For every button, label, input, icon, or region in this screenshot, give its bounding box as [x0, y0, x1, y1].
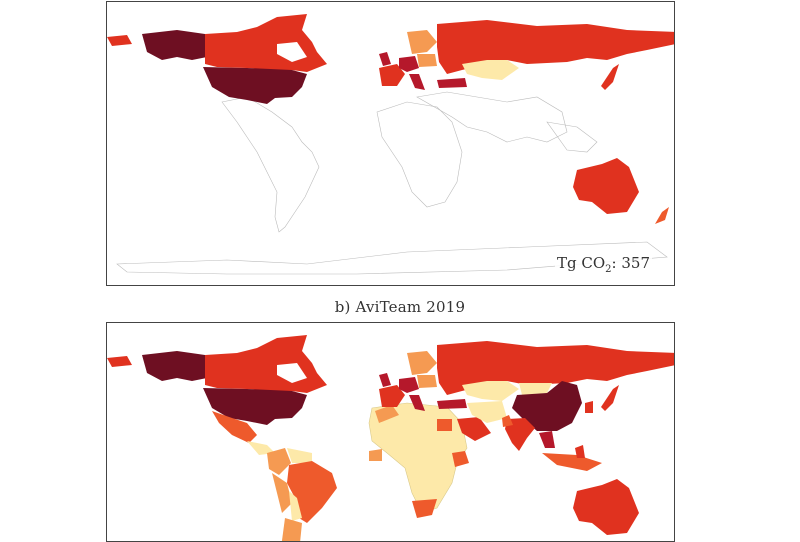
region-poland	[417, 375, 437, 388]
region-japan	[601, 64, 619, 90]
region-japan	[601, 385, 619, 411]
region-thailand	[539, 431, 555, 448]
region-scandinavia	[407, 351, 437, 375]
total-emissions-label: Tg CO2: 357	[555, 254, 652, 275]
region-uk	[379, 52, 391, 66]
region-colombia	[267, 448, 291, 475]
region-germany	[399, 377, 419, 393]
region-mexico	[212, 411, 257, 443]
region-alaska	[142, 30, 207, 60]
region-alaska	[142, 351, 207, 381]
region-australia	[573, 479, 639, 535]
region-canada	[205, 335, 327, 393]
region-india	[505, 418, 535, 451]
map-panel-b	[106, 322, 675, 542]
region-germany	[399, 56, 419, 72]
region-france	[379, 385, 405, 407]
region-turkey	[437, 399, 467, 409]
panel-b-title: b) AviTeam 2019	[334, 298, 466, 316]
region-poland	[417, 54, 437, 67]
region-new-zealand	[655, 207, 669, 224]
map-panel-a: Tg CO2: 357	[106, 1, 675, 286]
region-usa	[203, 388, 307, 425]
world-map-b	[107, 335, 674, 541]
region-canada	[205, 14, 327, 72]
region-france	[379, 64, 405, 86]
region-kazakhstan	[462, 381, 519, 401]
region-south-africa	[412, 499, 437, 518]
region-australia	[573, 158, 639, 214]
region-usa	[203, 67, 307, 104]
region-turkey	[437, 78, 467, 88]
region-kazakhstan	[462, 60, 519, 80]
world-map-a	[107, 14, 674, 275]
region-scandinavia	[407, 30, 437, 54]
region-china	[512, 381, 582, 431]
region-egypt	[437, 419, 452, 431]
region-indonesia	[542, 453, 602, 471]
region-italy	[409, 395, 425, 411]
region-italy	[409, 74, 425, 90]
region-brazil	[287, 461, 337, 523]
region-uk	[379, 373, 391, 387]
region-argentina	[281, 518, 302, 541]
region-saudi-arabia	[457, 417, 491, 441]
region-ethiopia	[452, 451, 469, 467]
